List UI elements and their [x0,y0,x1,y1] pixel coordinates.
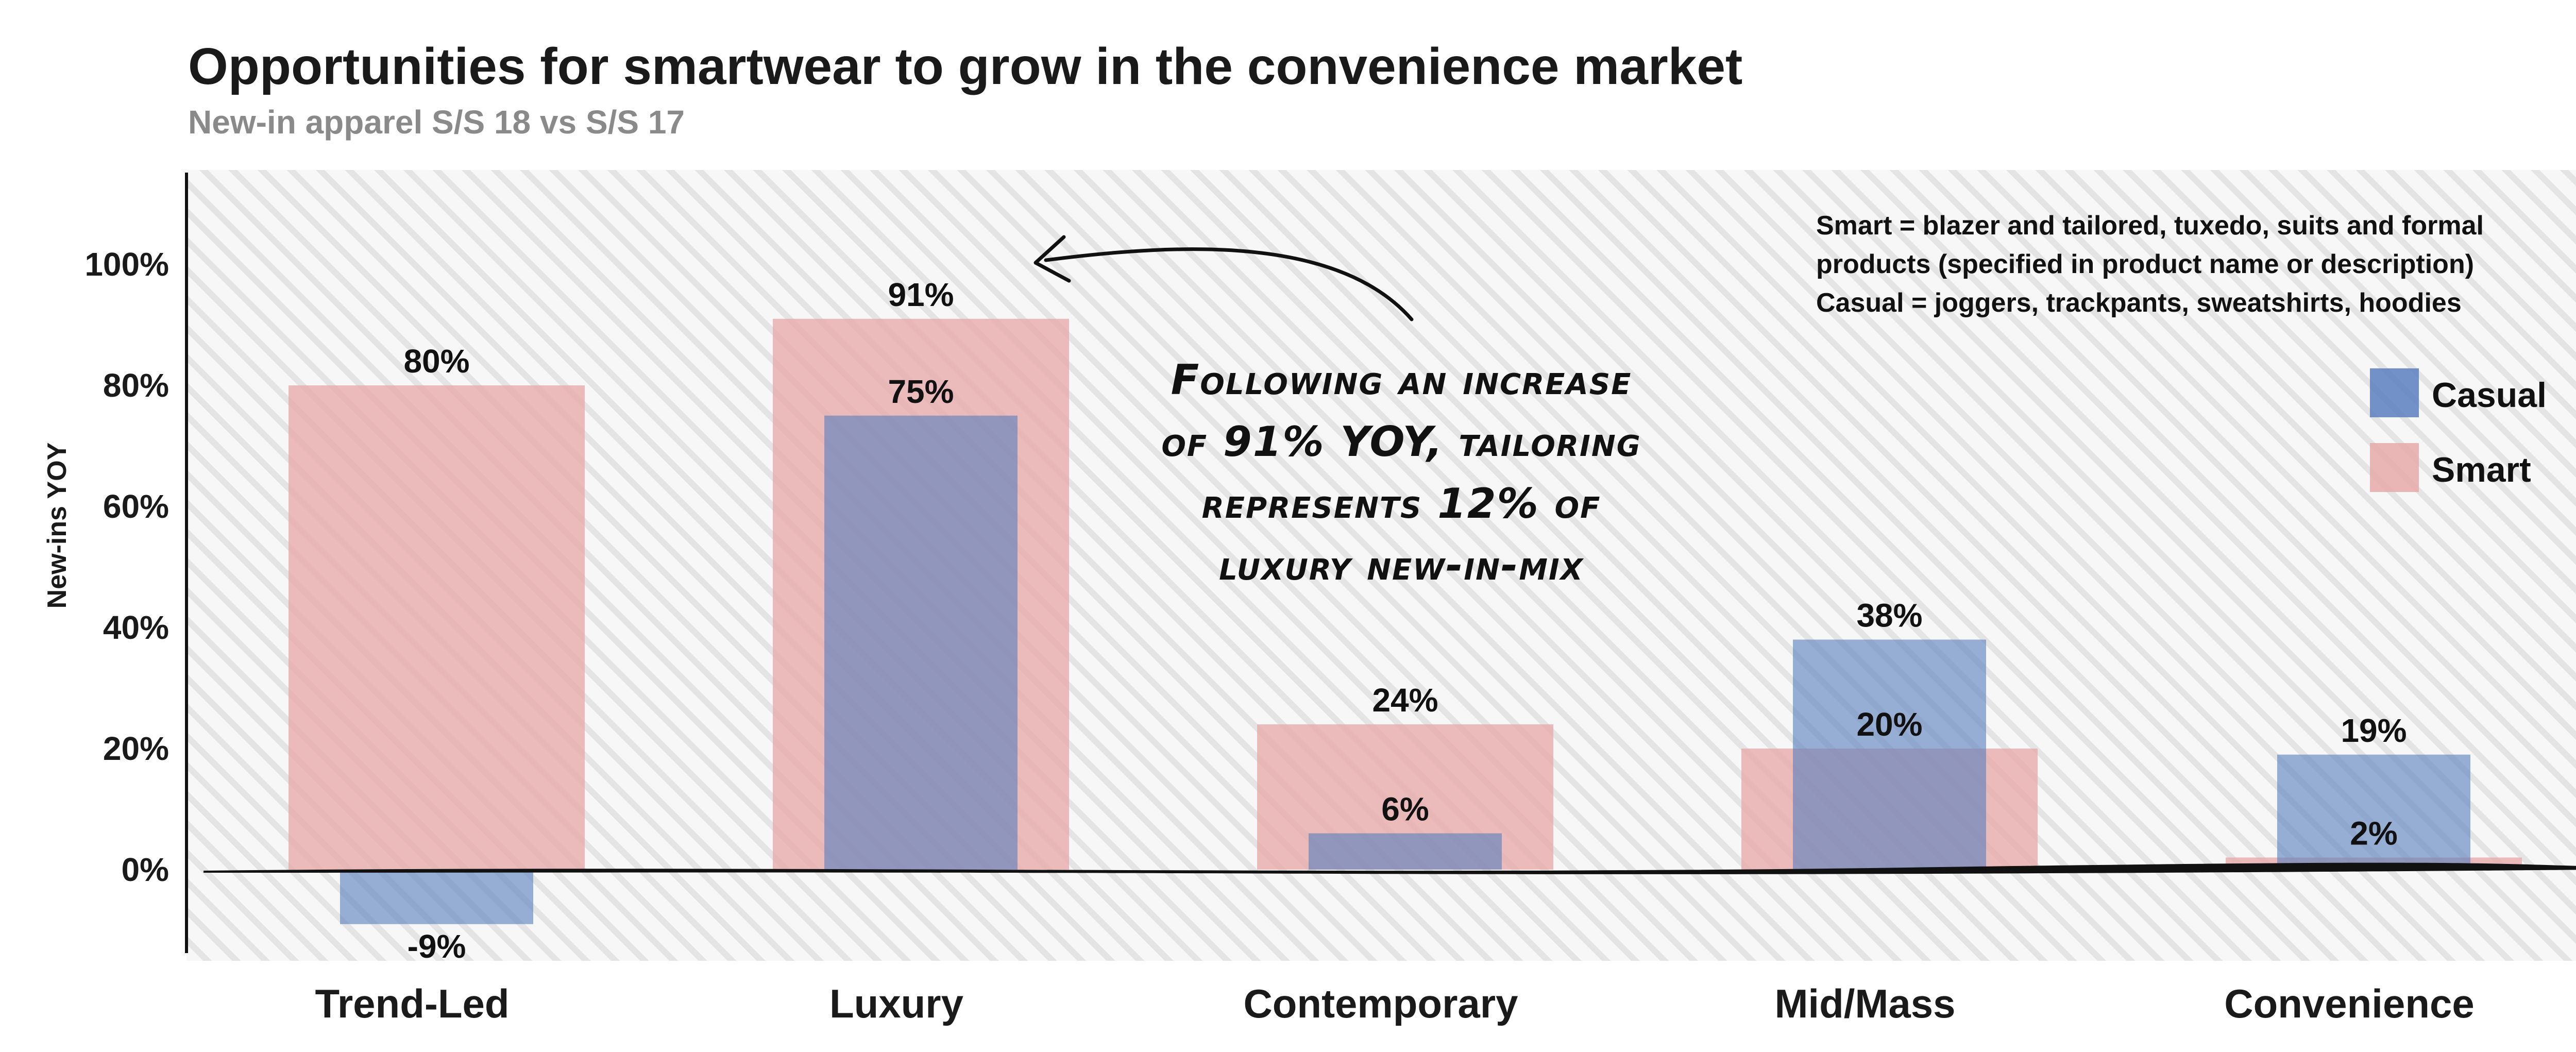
data-label-casual: 19% [2341,712,2406,749]
legend-swatch-casual [2370,368,2419,417]
x-category-label: Luxury [829,981,963,1026]
definitions-note: Smart = blazer and tailored, tuxedo, sui… [1816,211,2484,318]
smart-data-labels: 80% 91% 24% 20% 2% [403,276,2397,852]
bar-casual [1309,833,1502,870]
y-tick-label: 60% [103,488,169,525]
y-axis-ticks: 0% 20% 40% 60% 80% 100% [84,246,169,888]
legend-swatch-smart [2370,443,2419,492]
zero-baseline [204,862,2576,874]
y-tick-label: 40% [103,609,169,646]
casual-data-labels: -9% 75% 6% 38% 19% [408,373,2407,965]
note-line: Smart = blazer and tailored, tuxedo, sui… [1816,211,2484,241]
data-label-smart: 80% [403,343,469,380]
annotation-arrowhead [1033,235,1071,283]
y-tick-label: 0% [122,851,170,888]
annotation-line: Following an increase [1171,356,1632,404]
legend: Casual Smart [2370,368,2547,492]
legend-label-smart: Smart [2432,450,2531,489]
annotation: Following an increase of 91% YOY, tailor… [1033,235,1641,589]
y-axis-label: New-ins YOY [42,443,72,609]
bar-smart [289,385,585,870]
note-line: products (specified in product name or d… [1816,249,2474,279]
x-category-label: Trend-Led [315,981,509,1026]
data-label-smart: 91% [888,276,954,313]
x-category-label: Contemporary [1243,981,1518,1026]
chart-subtitle: New-in apparel S/S 18 vs S/S 17 [188,104,685,141]
data-label-casual: -9% [408,928,466,965]
legend-label-casual: Casual [2432,376,2547,415]
annotation-line: of 91% YOY, tailoring [1161,418,1641,466]
bar-casual [340,870,533,924]
note-line: Casual = joggers, trackpants, sweatshirt… [1816,288,2462,318]
annotation-arrow [1044,247,1414,321]
y-tick-label: 100% [84,246,169,283]
bar-casual [824,415,1018,870]
data-label-casual: 75% [888,373,954,410]
data-label-smart: 24% [1372,682,1438,719]
y-tick-label: 20% [103,730,169,767]
data-label-casual: 6% [1381,791,1429,828]
annotation-line: represents 12% of [1202,480,1601,528]
data-label-smart: 20% [1856,706,1922,743]
annotation-line: luxury new-in-mix [1219,541,1584,589]
x-category-label: Convenience [2224,981,2474,1026]
data-label-casual: 38% [1856,597,1922,634]
x-axis-categories: Trend-Led Luxury Contemporary Mid/Mass Conve… [315,981,2474,1026]
x-category-label: Mid/Mass [1774,981,1955,1026]
y-axis-line [184,172,189,954]
chart-title: Opportunities for smartwear to grow in t… [188,38,1743,95]
data-label-smart: 2% [2350,815,2398,852]
bar-casual [2277,754,2470,870]
casual-series [340,415,2470,924]
y-tick-label: 80% [103,367,169,404]
bar-casual [1793,639,1986,870]
